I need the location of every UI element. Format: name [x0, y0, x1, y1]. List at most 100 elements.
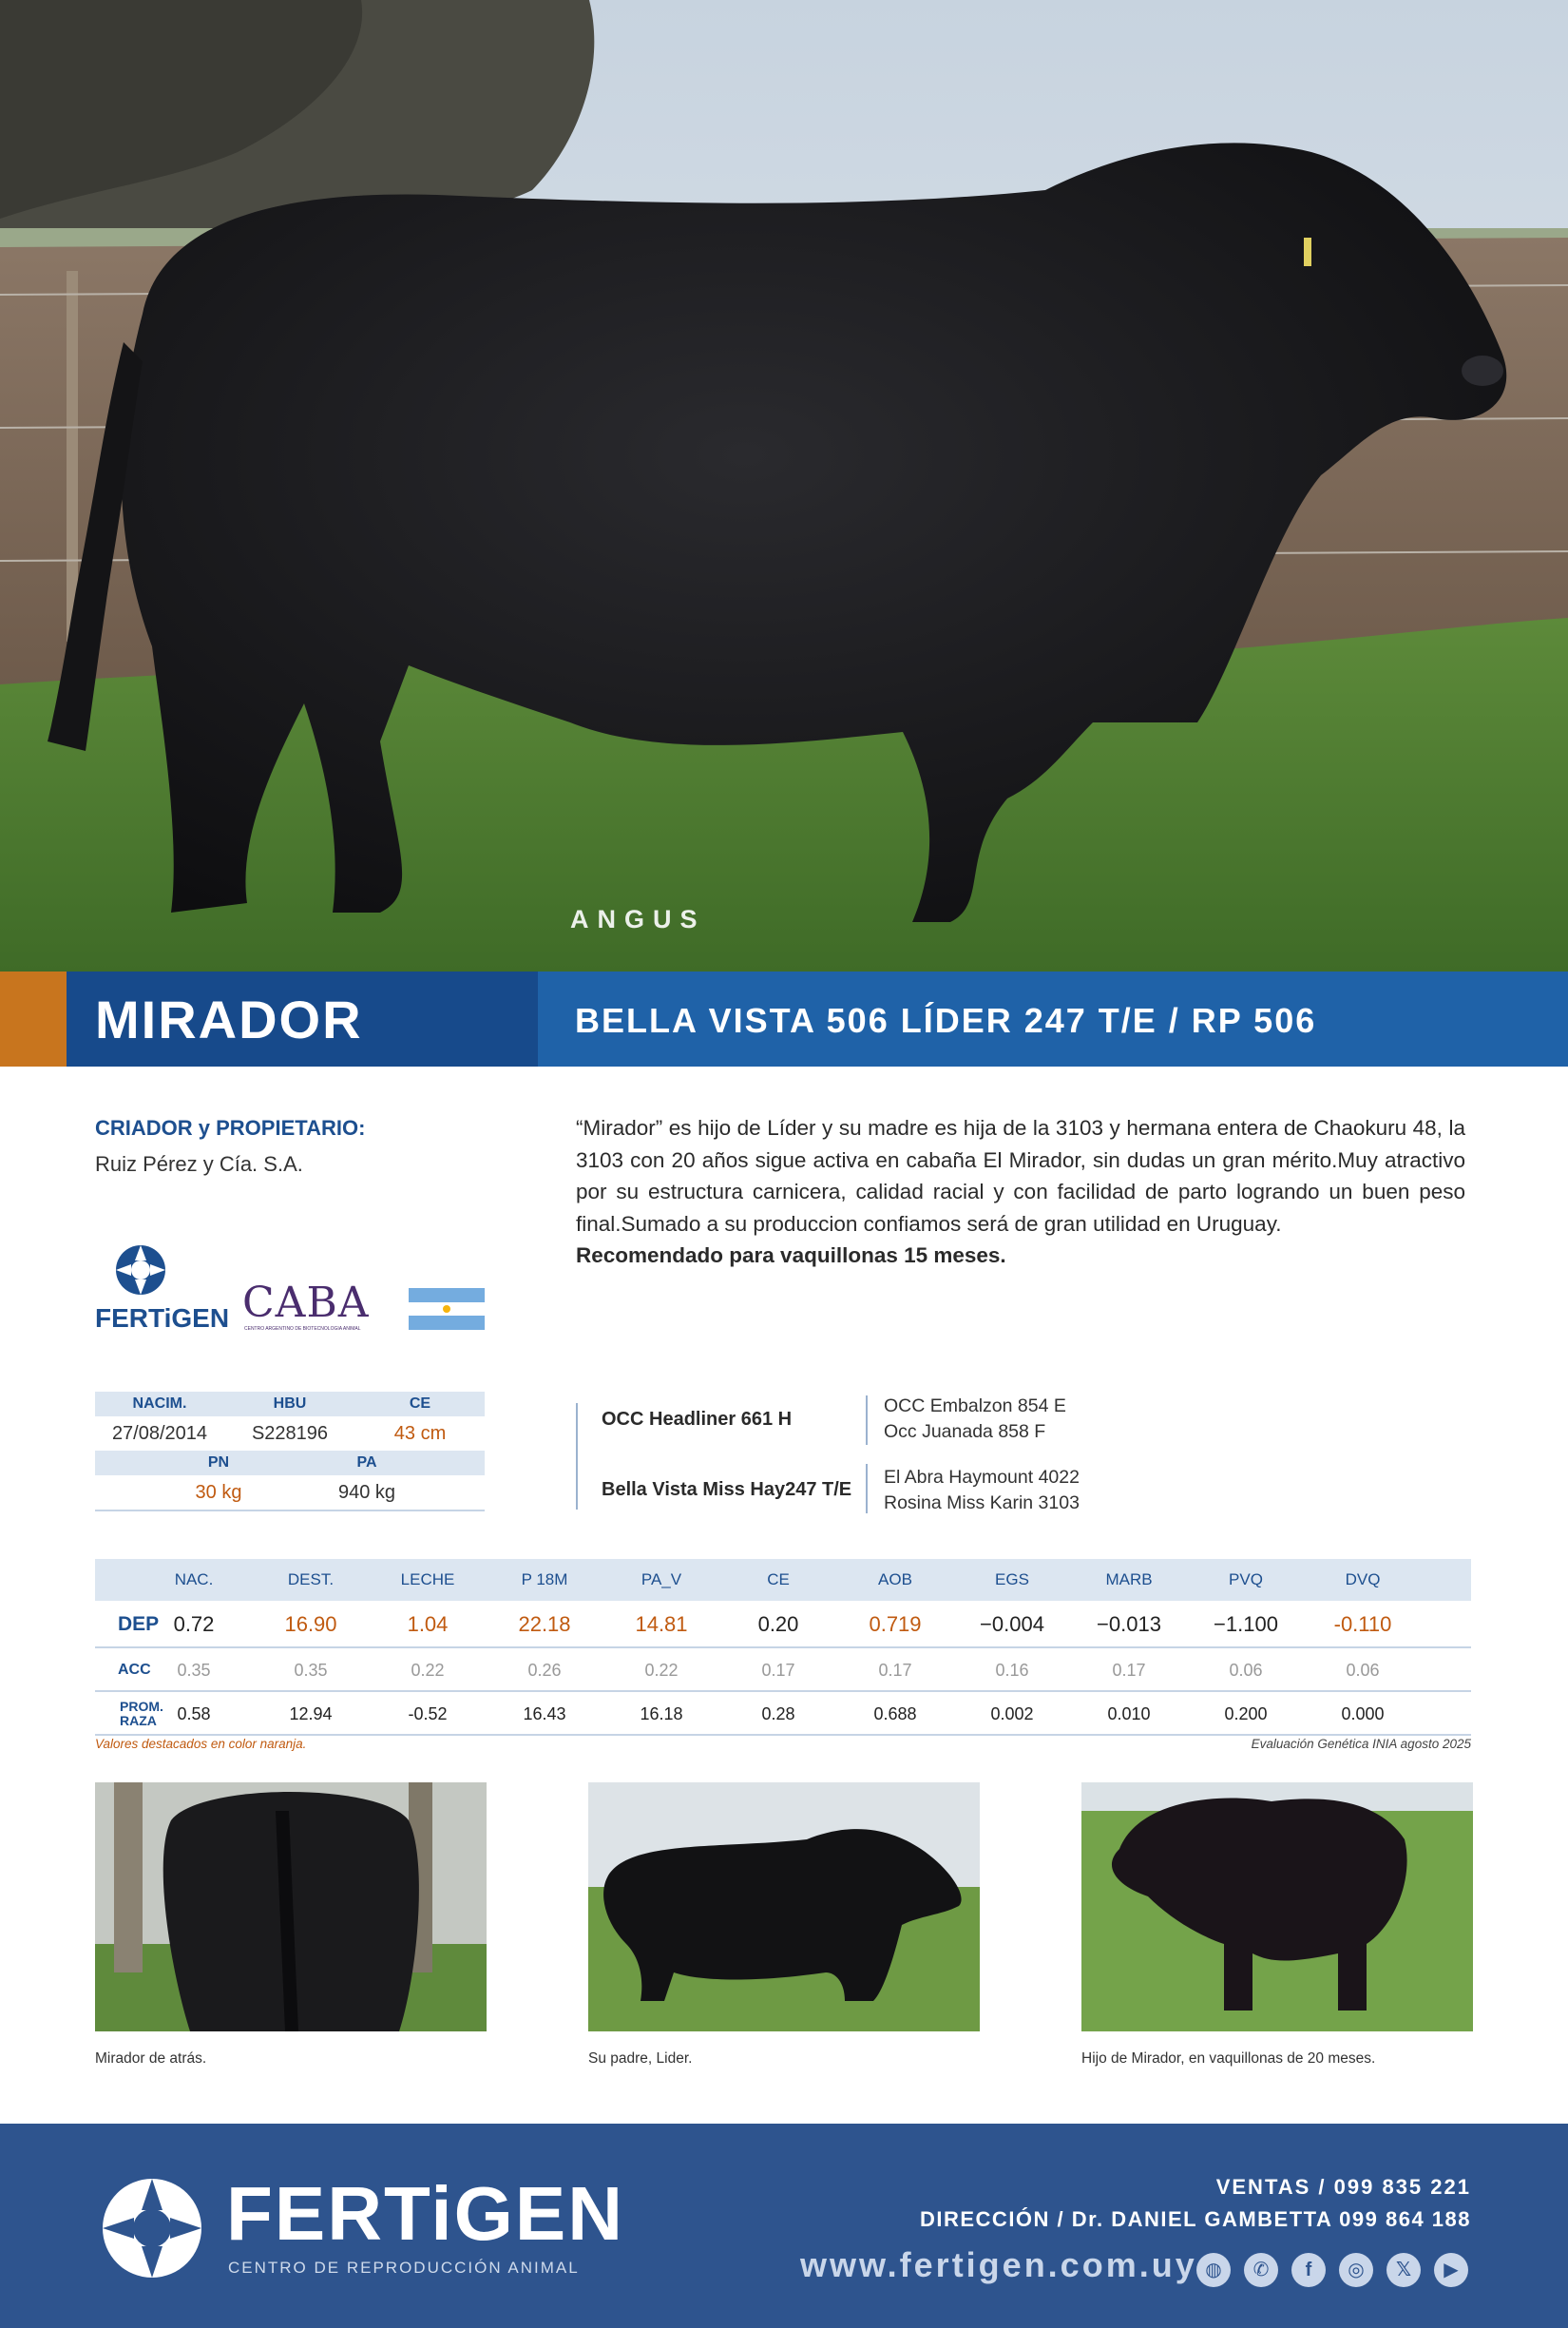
acc-value: 0.06: [1229, 1661, 1263, 1680]
pedigree-sire: OCC Headliner 661 H: [602, 1409, 793, 1430]
description: “Mirador” es hijo de Líder y su madre es…: [576, 1112, 1465, 1272]
pedigree-sire-dam: Occ Juanada 858 F: [884, 1421, 1046, 1442]
dep-value: 22.18: [518, 1612, 571, 1636]
dep-column-header: DEST.: [287, 1570, 335, 1588]
row-label-acc: ACC: [118, 1662, 151, 1678]
bull-illustration: [0, 0, 1568, 972]
hero-photo: ANGUS: [0, 0, 1568, 972]
breeder-value: Ruiz Pérez y Cía. S.A.: [95, 1152, 303, 1176]
description-body: “Mirador” es hijo de Líder y su madre es…: [576, 1116, 1465, 1236]
acc-value: 0.22: [411, 1661, 445, 1680]
dep-row: DEP 0.72 16.90 1.04 22.18 14.81 0.20 0.719 −0.0…: [95, 1601, 1471, 1648]
row-label-prom: PROM.: [120, 1699, 163, 1714]
raza-value: 0.010: [1107, 1704, 1151, 1723]
weight-value-row: 30 kg 940 kg: [95, 1475, 485, 1510]
whatsapp-icon[interactable]: ✆: [1244, 2253, 1278, 2287]
acc-value: 0.17: [878, 1661, 912, 1680]
raza-value: 0.200: [1224, 1704, 1268, 1723]
acc-value: 0.22: [644, 1661, 679, 1680]
sire-illustration: [588, 1782, 980, 2031]
dep-column-header: AOB: [878, 1570, 912, 1588]
youtube-icon[interactable]: ▶: [1434, 2253, 1468, 2287]
birth-header-row: NACIM. HBU CE: [95, 1392, 485, 1416]
name-bar: MIRADOR BELLA VISTA 506 LÍDER 247 T/E / …: [0, 972, 1568, 1067]
footer-brand: FERTiGEN: [226, 2171, 625, 2256]
offspring-illustration: [1081, 1782, 1473, 2031]
fertigen-emblem-icon: [116, 1245, 165, 1295]
pedigree-divider: [866, 1464, 868, 1513]
acc-value: 0.17: [1112, 1661, 1146, 1680]
dep-value: -0.110: [1333, 1612, 1392, 1636]
raza-value: -0.52: [408, 1704, 448, 1723]
breed-watermark: ANGUS: [570, 905, 706, 933]
value-ce: 43 cm: [393, 1423, 447, 1444]
raza-value: 0.688: [873, 1704, 917, 1723]
dep-column-header: MARB: [1105, 1570, 1153, 1588]
facebook-icon[interactable]: f: [1291, 2253, 1326, 2287]
footer-subtitle: CENTRO DE REPRODUCCIÓN ANIMAL: [228, 2259, 580, 2277]
rear-view-illustration: [95, 1782, 487, 2031]
acc-value: 0.35: [177, 1661, 211, 1680]
raza-value: 12.94: [289, 1704, 333, 1723]
dep-column-header: EGS: [995, 1570, 1029, 1588]
globe-icon[interactable]: ◍: [1196, 2253, 1231, 2287]
fertigen-emblem-icon: [103, 2179, 201, 2278]
pedigree-dam-dam: Rosina Miss Karin 3103: [884, 1492, 1080, 1513]
header-pn: PN: [207, 1454, 230, 1471]
dep-column-header: DVQ: [1345, 1570, 1381, 1588]
dep-value: 14.81: [635, 1612, 688, 1636]
photo-rear-view: [95, 1782, 487, 2031]
acc-value: 0.26: [527, 1661, 562, 1680]
acc-value: 0.35: [294, 1661, 328, 1680]
acc-value: 0.16: [995, 1661, 1029, 1680]
pedigree-divider: [866, 1395, 868, 1445]
dep-value: 0.719: [869, 1612, 922, 1636]
fertigen-logo: FERTiGEN: [95, 1243, 229, 1335]
acc-value: 0.06: [1346, 1661, 1380, 1680]
dep-column-header: CE: [767, 1570, 790, 1588]
dep-value: −0.004: [980, 1612, 1044, 1636]
pedigree-dam: Bella Vista Miss Hay247 T/E: [602, 1479, 852, 1500]
name-panel: [67, 972, 538, 1067]
instagram-icon[interactable]: ◎: [1339, 2253, 1373, 2287]
registration-panel: [538, 972, 1568, 1067]
dep-header-row: NAC. DEST. LECHE P 18M PA_V CE AOB EGS MARB PVQ DV…: [95, 1559, 1471, 1601]
dep-column-header: NAC.: [174, 1570, 214, 1588]
dep-value: −1.100: [1214, 1612, 1278, 1636]
value-hbu: S228196: [251, 1423, 329, 1444]
header-hbu: HBU: [273, 1395, 307, 1412]
bull-name: MIRADOR: [95, 990, 363, 1049]
photo-sire: [588, 1782, 980, 2031]
dep-value: 16.90: [284, 1612, 337, 1636]
dep-value: −0.013: [1097, 1612, 1161, 1636]
caption-offspring: Hijo de Mirador, en vaquillonas de 20 me…: [1081, 2050, 1376, 2067]
birth-value-row: 27/08/2014 S228196 43 cm: [95, 1416, 485, 1451]
breed-average-row: PROM. RAZA 0.58 12.94 -0.52 16.43 16.18 0.28 0…: [95, 1692, 1471, 1736]
caba-logo-text: CABA: [242, 1279, 370, 1327]
acc-value: 0.17: [761, 1661, 795, 1680]
director-phone: DIRECCIÓN / Dr. DANIEL GAMBETTA 099 864 …: [919, 2207, 1471, 2231]
row-label-raza: RAZA: [120, 1713, 157, 1728]
dep-column-header: P 18M: [521, 1570, 568, 1588]
dep-table: NAC. DEST. LECHE P 18M PA_V CE AOB EGS MARB PVQ DV…: [95, 1559, 1471, 1736]
row-label-dep: DEP: [118, 1613, 160, 1635]
value-pn: 30 kg: [195, 1482, 242, 1503]
photo-offspring: [1081, 1782, 1473, 2031]
caba-logo-subtitle: CENTRO ARGENTINO DE BIOTECNOLOGIA ANIMAL: [244, 1326, 361, 1332]
orange-accent: [0, 972, 67, 1067]
dep-value: 1.04: [407, 1612, 449, 1636]
table-divider: [95, 1510, 485, 1511]
argentina-flag-icon: [409, 1288, 485, 1330]
website-link[interactable]: www.fertigen.com.uy: [800, 2245, 1197, 2284]
caption-rear-view: Mirador de atrás.: [95, 2050, 207, 2067]
raza-value: 0.28: [761, 1704, 795, 1723]
dep-column-header: PA_V: [641, 1570, 682, 1588]
dep-column-header: LECHE: [400, 1570, 455, 1588]
caba-logo: CABA CENTRO ARGENTINO DE BIOTECNOLOGIA A…: [242, 1279, 369, 1336]
raza-value: 0.58: [177, 1704, 211, 1723]
breeder-label: CRIADOR y PROPIETARIO:: [95, 1116, 366, 1140]
x-icon[interactable]: 𝕏: [1386, 2253, 1421, 2287]
registration-name: BELLA VISTA 506 LÍDER 247 T/E / RP 506: [575, 1001, 1317, 1040]
footer: FERTiGEN CENTRO DE REPRODUCCIÓN ANIMAL V…: [0, 2124, 1568, 2328]
pedigree: OCC Headliner 661 H Bella Vista Miss Hay…: [576, 1395, 1146, 1513]
